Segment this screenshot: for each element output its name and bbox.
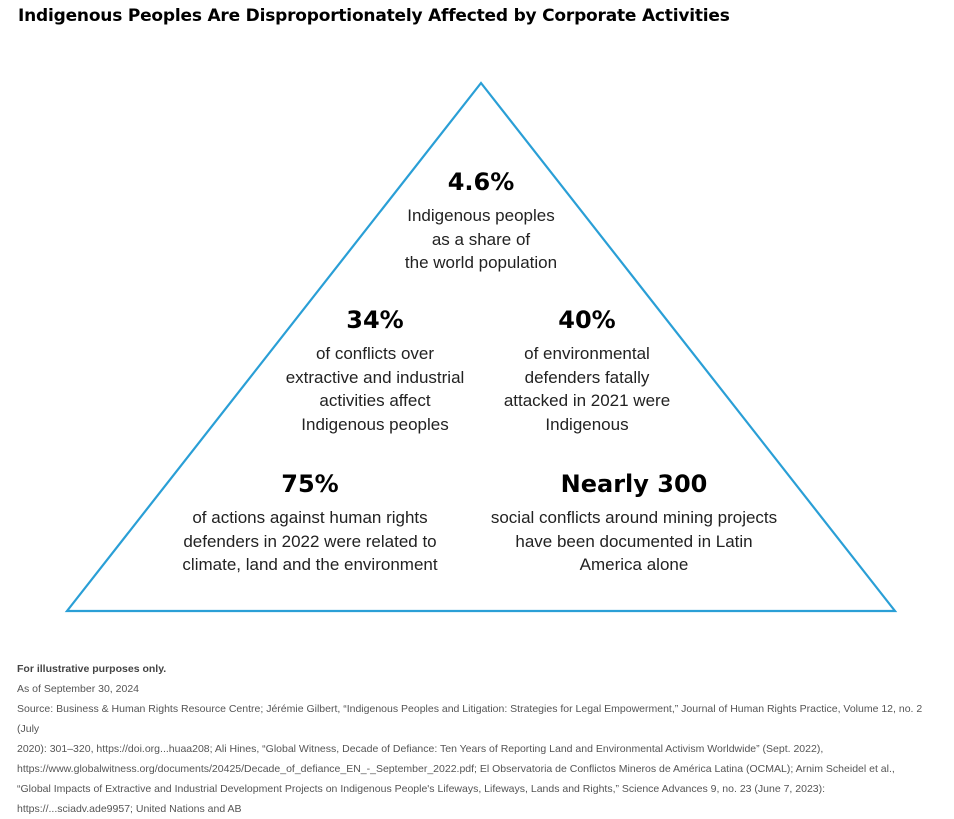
page-title: Indigenous Peoples Are Disproportionatel… — [18, 6, 730, 26]
footnotes: For illustrative purposes only. As of Se… — [17, 659, 947, 819]
stat-line: of conflicts over — [315, 344, 435, 363]
stat-line: as a share of — [431, 229, 531, 249]
stat-line: America alone — [579, 555, 689, 574]
stat-line: have been documented in Latin — [515, 531, 753, 551]
stat-line: defenders fatally — [524, 367, 650, 387]
stat-line: Indigenous — [545, 414, 629, 434]
stat-line: activities affect — [319, 391, 431, 410]
stat-line: extractive and industrial — [285, 367, 465, 387]
stat-description: Indigenous peoples as a share of the wor… — [405, 204, 557, 275]
stat-value: 75% — [281, 470, 339, 498]
stat-description: social conflicts around mining projects … — [491, 506, 777, 577]
as-of-date: As of September 30, 2024 — [17, 683, 139, 695]
stat-value: 40% — [558, 306, 616, 334]
stat-line: attacked in 2021 were — [503, 391, 671, 410]
stat-world-population: 4.6% Indigenous peoples as a share of th… — [405, 168, 557, 275]
stat-line: Indigenous peoples — [301, 414, 449, 434]
stat-value: Nearly 300 — [560, 470, 708, 498]
pyramid-triangle — [64, 81, 898, 613]
stat-line: defenders in 2022 were related to — [183, 531, 437, 551]
stat-line: climate, land and the environment — [182, 555, 438, 574]
stat-human-rights-actions: 75% of actions against human rights defe… — [182, 470, 437, 577]
stat-description: of conflicts over extractive and industr… — [286, 342, 465, 436]
stat-description: of environmental defenders fatally attac… — [504, 342, 670, 436]
stat-description: of actions against human rights defender… — [182, 506, 437, 577]
stat-line: Indigenous peoples — [407, 206, 555, 225]
stat-line: of environmental — [524, 344, 650, 363]
pyramid-outline — [64, 81, 898, 613]
stat-extractive-conflicts: 34% of conflicts over extractive and ind… — [286, 306, 465, 436]
stat-value: 34% — [346, 306, 404, 334]
stat-line: of actions against human rights — [192, 508, 428, 527]
stat-line: social conflicts around mining projects — [490, 508, 778, 527]
disclaimer: For illustrative purposes only. — [17, 663, 167, 675]
source-line: 2020): 301–320, https://doi.org...huaa20… — [17, 743, 824, 755]
stat-value: 4.6% — [447, 168, 515, 196]
stat-line: the world population — [404, 253, 558, 272]
stat-mining-conflicts: Nearly 300 social conflicts around minin… — [491, 470, 777, 577]
source-line: “Global Impacts of Extractive and Indust… — [17, 783, 826, 795]
source-line: https://www.globalwitness.org/documents/… — [17, 763, 895, 775]
stat-environmental-defenders: 40% of environmental defenders fatally a… — [504, 306, 670, 436]
source-line: https://...sciadv.ade9957; United Nation… — [17, 803, 242, 815]
source-line: Source: Business & Human Rights Resource… — [17, 703, 923, 735]
